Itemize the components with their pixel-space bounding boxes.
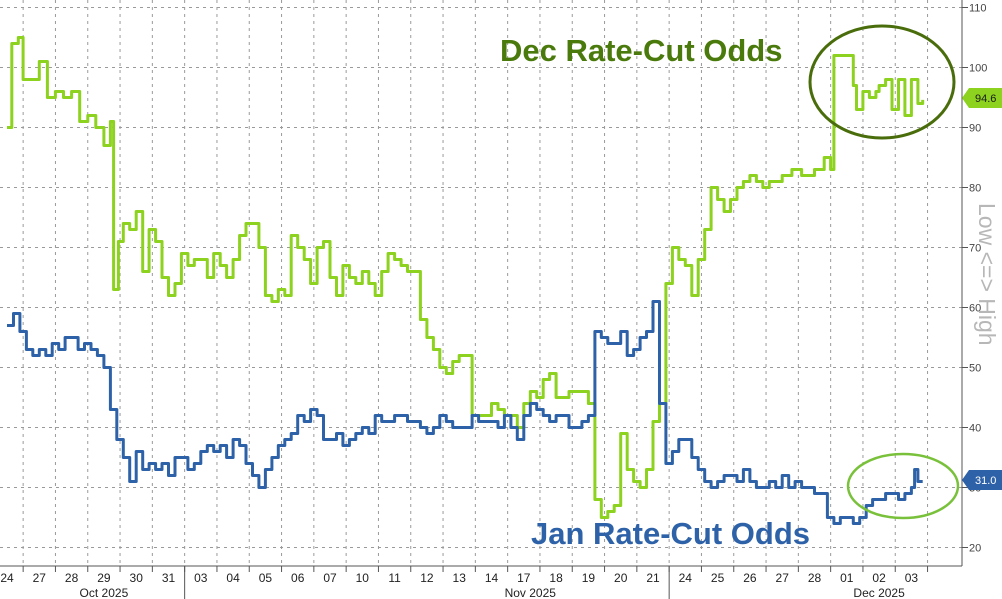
x-tick-label: 07 — [323, 571, 337, 585]
y-tick-label: 20 — [969, 543, 981, 555]
x-tick-label: 03 — [194, 571, 208, 585]
x-tick-label: 02 — [872, 571, 886, 585]
y-tick-label: 90 — [969, 123, 981, 135]
y-tick-label: 80 — [969, 183, 981, 195]
x-tick-label: 31 — [162, 571, 176, 585]
dec-series-annotation: Dec Rate-Cut Odds — [500, 33, 782, 68]
dec-series-line — [7, 36, 925, 519]
dec-last-value-badge: 94.6 — [962, 88, 1002, 108]
x-axis-months: Oct 2025 Nov 2025 Dec 2025 — [80, 586, 906, 599]
y-axis-label: Low <=> High — [974, 203, 1000, 346]
x-tick-label: 30 — [130, 571, 144, 585]
x-tick-label: 01 — [840, 571, 854, 585]
x-month-label: Nov 2025 — [505, 586, 557, 599]
x-tick-label: 27 — [33, 571, 47, 585]
x-tick-label: 26 — [743, 571, 757, 585]
x-month-label: Oct 2025 — [80, 586, 129, 599]
y-tick-label: 40 — [969, 423, 981, 435]
x-tick-label: 05 — [259, 571, 273, 585]
x-tick-label: 13 — [453, 571, 467, 585]
x-axis-ticks: 24 27 28 29 30 31 03 04 05 06 07 10 11 12 13 14 17 18 19 20… — [0, 566, 929, 599]
x-tick-label: 24 — [0, 571, 14, 585]
y-tick-label: 100 — [969, 63, 987, 75]
x-tick-label: 28 — [65, 571, 79, 585]
x-tick-label: 04 — [226, 571, 240, 585]
x-tick-label: 11 — [388, 571, 401, 585]
dec-last-value: 94.6 — [975, 93, 996, 105]
y-tick-label: 60 — [969, 303, 981, 315]
y-tick-label: 110 — [969, 3, 987, 15]
x-tick-label: 24 — [679, 571, 693, 585]
x-tick-label: 25 — [711, 571, 725, 585]
series-lines — [7, 36, 925, 525]
jan-series-line — [7, 300, 923, 525]
gridlines — [0, 0, 962, 566]
jan-last-value: 31.0 — [975, 475, 996, 487]
x-tick-label: 29 — [97, 571, 111, 585]
x-tick-label: 10 — [356, 571, 370, 585]
x-tick-label: 19 — [582, 571, 596, 585]
x-tick-label: 28 — [808, 571, 822, 585]
x-tick-label: 12 — [420, 571, 434, 585]
x-tick-label: 27 — [776, 571, 790, 585]
x-month-label: Dec 2025 — [853, 586, 905, 599]
x-tick-label: 21 — [646, 571, 660, 585]
x-tick-label: 20 — [614, 571, 628, 585]
x-tick-label: 03 — [905, 571, 919, 585]
dec-highlight-ellipse — [808, 24, 956, 140]
jan-last-value-badge: 31.0 — [962, 470, 1002, 490]
jan-highlight-ellipse — [846, 452, 960, 520]
jan-series-annotation: Jan Rate-Cut Odds — [531, 516, 810, 551]
x-tick-label: 17 — [517, 571, 531, 585]
x-tick-label: 06 — [291, 571, 305, 585]
x-tick-label: 14 — [485, 571, 499, 585]
y-tick-label: 70 — [969, 243, 981, 255]
y-tick-label: 50 — [969, 363, 981, 375]
x-tick-label: 18 — [549, 571, 563, 585]
